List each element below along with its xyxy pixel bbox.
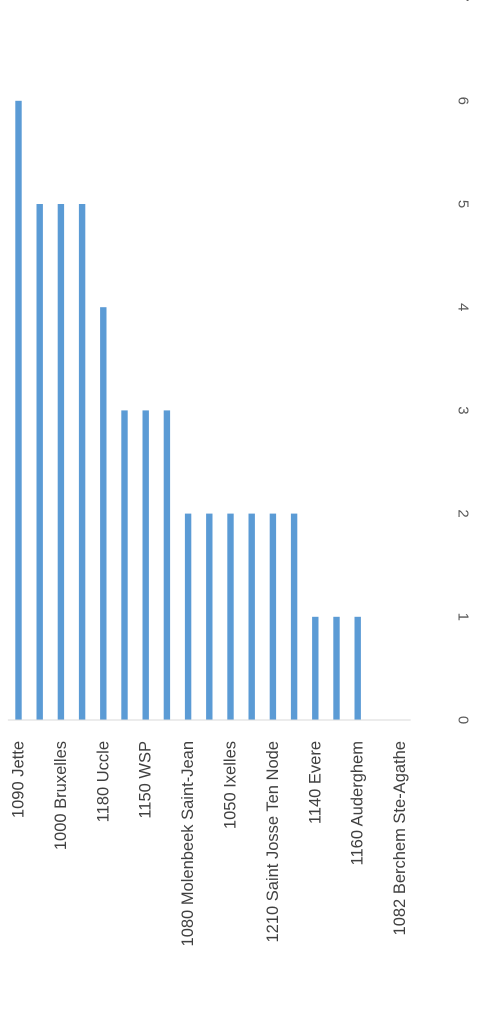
- bar: [248, 513, 255, 720]
- value-axis-ticks: 0 1 2 3 4 5 6 7: [455, 0, 472, 724]
- y-tick-label: 2: [455, 509, 472, 517]
- bar: [354, 616, 361, 720]
- category-label: 1180 Uccle: [94, 741, 112, 822]
- category-label: 1082 Berchem Ste-Agathe: [391, 741, 409, 935]
- bar: [227, 513, 234, 720]
- bar: [15, 100, 22, 721]
- bar: [269, 513, 277, 720]
- y-tick-label: 3: [455, 406, 472, 414]
- bar: [184, 513, 192, 720]
- bar: [312, 616, 319, 720]
- bar: [206, 513, 213, 720]
- category-label: 1160 Auderghem: [349, 741, 367, 865]
- category-label: 1210 Saint Josse Ten Node: [264, 741, 282, 943]
- bar: [100, 307, 107, 720]
- y-tick-label: 4: [455, 303, 472, 311]
- bar: [57, 204, 65, 720]
- y-tick-label: 1: [455, 613, 472, 621]
- bar: [36, 204, 43, 720]
- category-label: 1150 WSP: [137, 741, 155, 819]
- bar: [142, 410, 149, 720]
- bar: [333, 616, 340, 720]
- y-tick-label: 5: [455, 200, 472, 208]
- category-label: 1090 Jette: [10, 741, 28, 818]
- category-labels: 1090 Jette 1000 Bruxelles 1180 Uccle 1150 W…: [10, 741, 410, 946]
- y-tick-label: 7: [455, 0, 472, 2]
- category-label: 1050 Ixelles: [222, 741, 240, 829]
- bars-group: [15, 100, 361, 721]
- category-label: 1140 Evere: [306, 741, 324, 824]
- category-label: 1000 Bruxelles: [52, 741, 70, 850]
- category-label: 1080 Molenbeek Saint-Jean: [179, 741, 197, 946]
- bar: [163, 410, 171, 720]
- bar: [78, 204, 86, 720]
- y-tick-label: 6: [455, 97, 472, 105]
- bar: [121, 410, 128, 720]
- y-tick-label: 0: [455, 716, 472, 724]
- bar: [290, 513, 298, 720]
